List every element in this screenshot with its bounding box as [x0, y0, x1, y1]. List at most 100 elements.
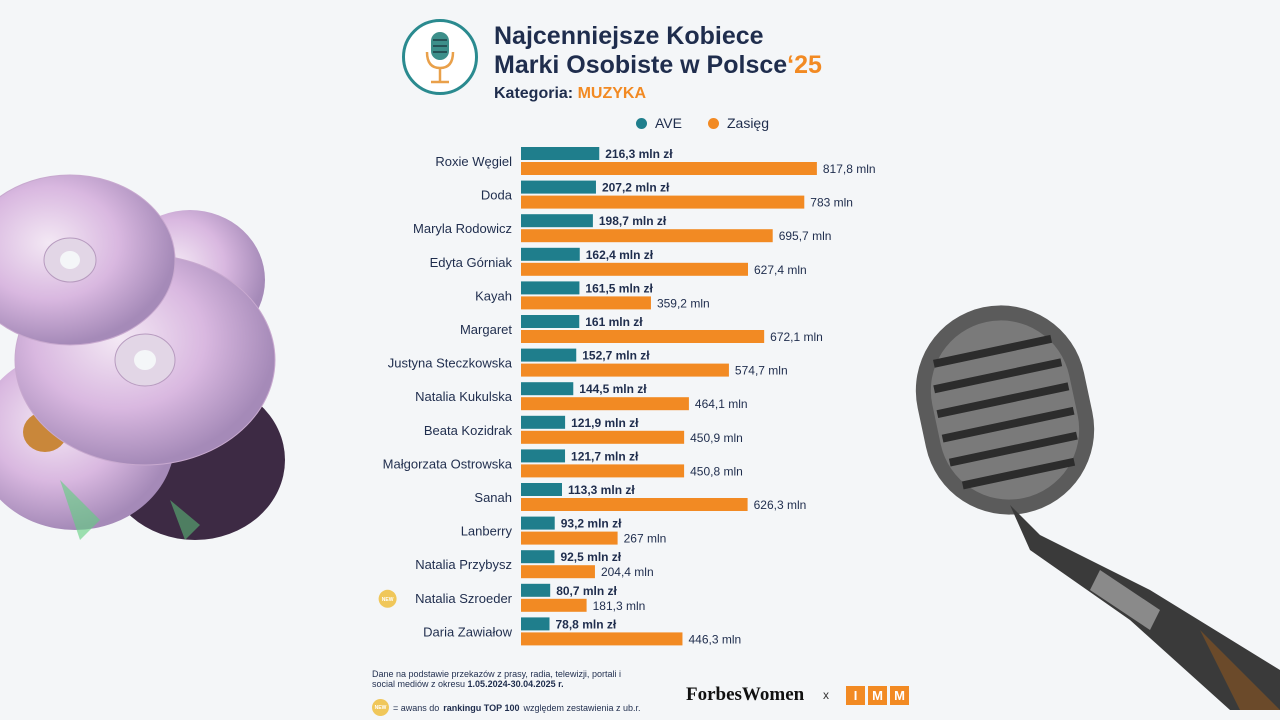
category-line: Kategoria: MUZYKA [494, 85, 646, 103]
ave-value-label: 113,3 mln zł [568, 483, 635, 497]
reach-value-label: 574,7 mln [735, 364, 788, 378]
category-label: Natalia Przybysz [415, 557, 512, 572]
reach-value-label: 626,3 mln [754, 498, 807, 512]
legend-item-reach: Zasięg [707, 115, 770, 131]
ave-value-label: 207,2 mln zł [602, 181, 670, 195]
category-value: MUZYKA [577, 85, 647, 102]
ave-bar [521, 147, 600, 160]
ave-value-label: 161,5 mln zł [585, 281, 653, 295]
title-line-2: Marki Osobiste w Polsce [494, 51, 788, 79]
category-label: Kayah [475, 288, 512, 303]
ave-bar [521, 247, 580, 261]
ave-value-label: 80,7 mln zł [556, 584, 617, 598]
reach-bar [521, 229, 773, 243]
brand-separator: x [823, 688, 829, 702]
reach-bar [521, 296, 651, 310]
ave-bar [521, 550, 555, 564]
ave-value-label: 92,5 mln zł [560, 550, 621, 564]
chart-legend: AVE Zasięg [636, 115, 769, 131]
ave-bar [521, 382, 574, 396]
imm-logo: I M M [846, 686, 909, 705]
ave-value-label: 216,3 mln zł [605, 147, 673, 161]
ave-value-label: 93,2 mln zł [561, 517, 622, 531]
legend-dot-reach [707, 117, 719, 129]
reach-bar [521, 262, 748, 276]
reach-value-label: 359,2 mln [657, 296, 710, 310]
reach-value-label: 783 mln [810, 196, 853, 210]
category-label: Natalia Kukulska [415, 389, 513, 404]
reach-value-label: 672,1 mln [770, 330, 823, 344]
legend-dot-ave [636, 117, 647, 129]
category-label: Doda [481, 188, 513, 203]
category-label: Maryla Rodowicz [413, 221, 512, 236]
ave-value-label: 198,7 mln zł [599, 214, 667, 228]
category-label: Sanah [474, 490, 512, 505]
reach-value-label: 627,4 mln [754, 263, 807, 277]
title-year: ‘25 [787, 51, 822, 79]
new-note-pre: = awans do [393, 702, 440, 713]
imm-letter-1: I [846, 686, 865, 705]
microphone-icon [425, 32, 455, 84]
legend-label-ave: AVE [655, 115, 682, 131]
ave-bar [521, 315, 580, 328]
category-label: Beata Kozidrak [424, 423, 513, 438]
source-period: 1.05.2024-30.04.2025 r. [467, 679, 564, 689]
ave-value-label: 121,7 mln zł [571, 449, 639, 463]
new-note-bold: rankingu TOP 100 [443, 702, 520, 713]
ave-value-label: 152,7 mln zł [582, 349, 650, 363]
source-note: Dane na podstawie przekazów z prasy, rad… [372, 669, 622, 689]
microphone-illustration [915, 305, 1280, 710]
reach-value-label: 446,3 mln [688, 632, 741, 646]
title-line-1: Najcenniejsze Kobiece [494, 22, 764, 50]
reach-value-label: 450,8 mln [690, 464, 743, 478]
category-label: Margaret [460, 322, 512, 337]
new-badge-icon: NEW [372, 699, 389, 716]
ave-bar [521, 617, 550, 631]
reach-bar [521, 531, 618, 545]
ave-value-label: 161 mln zł [585, 315, 643, 329]
ave-bar [521, 348, 577, 362]
category-label: Lanberry [461, 524, 513, 539]
category-label: Daria Zawiałow [423, 624, 512, 639]
reach-bar [521, 330, 765, 343]
ave-bar [521, 415, 566, 429]
reach-bar [521, 162, 817, 175]
ave-value-label: 144,5 mln zł [579, 382, 647, 396]
page-title: Najcenniejsze Kobiece Marki Osobiste w P… [494, 22, 822, 80]
ave-bar [521, 516, 555, 530]
reach-value-label: 204,4 mln [601, 565, 654, 579]
category-label: Edyta Górniak [430, 255, 513, 270]
microphone-logo [402, 19, 478, 95]
reach-bar [521, 430, 685, 444]
ave-value-label: 78,8 mln zł [556, 617, 617, 631]
reach-bar [521, 397, 689, 411]
ave-bar [521, 281, 580, 295]
reach-value-label: 464,1 mln [695, 397, 748, 411]
imm-letter-3: M [890, 686, 909, 705]
category-label: Natalia Szroeder [415, 591, 512, 606]
forbes-women-logo: ForbesWomen [686, 684, 805, 705]
category-label: Kategoria: [494, 85, 574, 102]
reach-bar [521, 363, 729, 377]
new-badge-icon [378, 589, 397, 608]
new-note-post: względem zestawienia z ub.r. [523, 702, 641, 713]
category-label: Roxie Węgiel [435, 154, 512, 169]
reach-value-label: 450,9 mln [690, 431, 743, 445]
source-text: Dane na podstawie przekazów z prasy, rad… [372, 669, 621, 689]
reach-value-label: 181,3 mln [593, 599, 646, 613]
legend-item-ave: AVE [636, 115, 682, 131]
reach-bar [521, 598, 587, 612]
ave-value-label: 121,9 mln zł [571, 416, 639, 430]
reach-bar [521, 565, 595, 579]
ave-bar [521, 583, 551, 597]
ave-value-label: 162,4 mln zł [586, 248, 654, 262]
ave-bar [521, 214, 593, 228]
reach-value-label: 817,8 mln [823, 162, 876, 176]
legend-label-reach: Zasięg [726, 115, 770, 131]
category-label: Justyna Steczkowska [388, 356, 513, 371]
reach-bar [521, 498, 748, 511]
reach-value-label: 695,7 mln [779, 229, 832, 243]
reach-bar [521, 195, 805, 209]
new-badge-text: NEW [382, 597, 394, 603]
